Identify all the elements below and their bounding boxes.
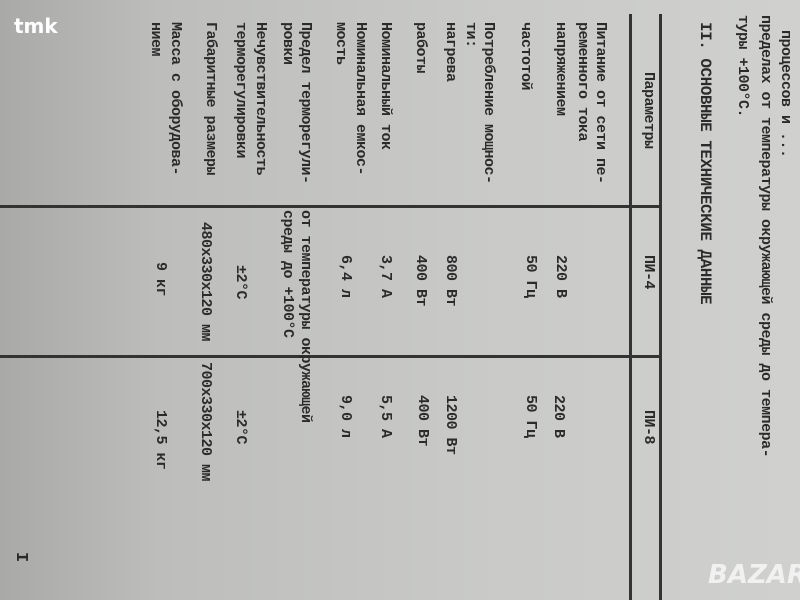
page-number: I bbox=[11, 552, 30, 562]
param-line: Потребление мощнос- bbox=[480, 22, 497, 184]
param-line: Питание от сети пе- bbox=[592, 22, 609, 184]
param-line: нагрева bbox=[442, 22, 459, 82]
param-line: нием bbox=[147, 22, 164, 57]
param-line: терморегулировки bbox=[232, 22, 249, 159]
pi8-value: 50 Гц bbox=[522, 395, 539, 438]
pi4-value: 9 кг bbox=[152, 262, 169, 297]
section-title: II. ОСНОВНЫЕ ТЕХНИЧЕСКИЕ ДАННЫЕ bbox=[696, 22, 714, 305]
pi4-value: от температуры окружающей bbox=[297, 210, 314, 423]
pi4-value: 800 Вт bbox=[442, 255, 459, 307]
param-line: ти: bbox=[462, 22, 479, 48]
pi8-value: 220 В bbox=[550, 395, 567, 438]
header-pi8: ПИ-8 bbox=[640, 410, 657, 445]
param-line: работы bbox=[412, 22, 429, 74]
intro-line: туры +100°С. bbox=[734, 15, 751, 118]
pi8-value: 400 Вт bbox=[414, 395, 431, 447]
param-line: Масса с оборудова- bbox=[167, 22, 184, 176]
intro-line: пределах от температуры окружающей среды… bbox=[757, 15, 774, 458]
param-line: напряжением bbox=[552, 22, 569, 116]
pi4-value: 220 В bbox=[552, 255, 569, 298]
pi4-value: 400 Вт bbox=[412, 255, 429, 307]
pi8-value: ±2°С bbox=[232, 410, 249, 445]
param-line: мость bbox=[332, 22, 349, 65]
param-line: Габаритные размеры bbox=[202, 22, 219, 176]
pi8-value: 1200 Вт bbox=[442, 395, 459, 455]
pi8-value: 700х330х120 мм bbox=[197, 362, 214, 482]
pi4-value: среды до +100°С bbox=[279, 210, 296, 338]
param-line: ременного тока bbox=[574, 22, 591, 142]
header-params: Параметры bbox=[640, 72, 657, 149]
param-line: Номинальный ток bbox=[377, 22, 394, 150]
param-line: Предел терморегули- bbox=[297, 22, 314, 184]
pi4-value: 3,7 А bbox=[377, 255, 394, 298]
param-line: Нечувствительность bbox=[252, 22, 269, 176]
header-pi4: ПИ-4 bbox=[640, 255, 657, 290]
pi4-value: ±2°С bbox=[232, 265, 249, 300]
watermark-bazar: BAZAR bbox=[708, 560, 800, 590]
pi8-value: 9,0 л bbox=[337, 395, 354, 438]
pi4-value: 480х330х120 мм bbox=[197, 222, 214, 342]
pi8-value: 12,5 кг bbox=[152, 410, 169, 470]
pi4-value: 50 Гц bbox=[522, 255, 539, 298]
param-line: Номинальная емкос- bbox=[352, 22, 369, 176]
intro-line: процессов и ... bbox=[777, 30, 794, 158]
watermark-tmk: tmk bbox=[14, 14, 58, 38]
pi8-value: 5,5 А bbox=[377, 395, 394, 438]
param-line: ровки bbox=[279, 22, 296, 65]
pi4-value: 6,4 л bbox=[337, 255, 354, 298]
param-line: частотой bbox=[517, 22, 534, 91]
